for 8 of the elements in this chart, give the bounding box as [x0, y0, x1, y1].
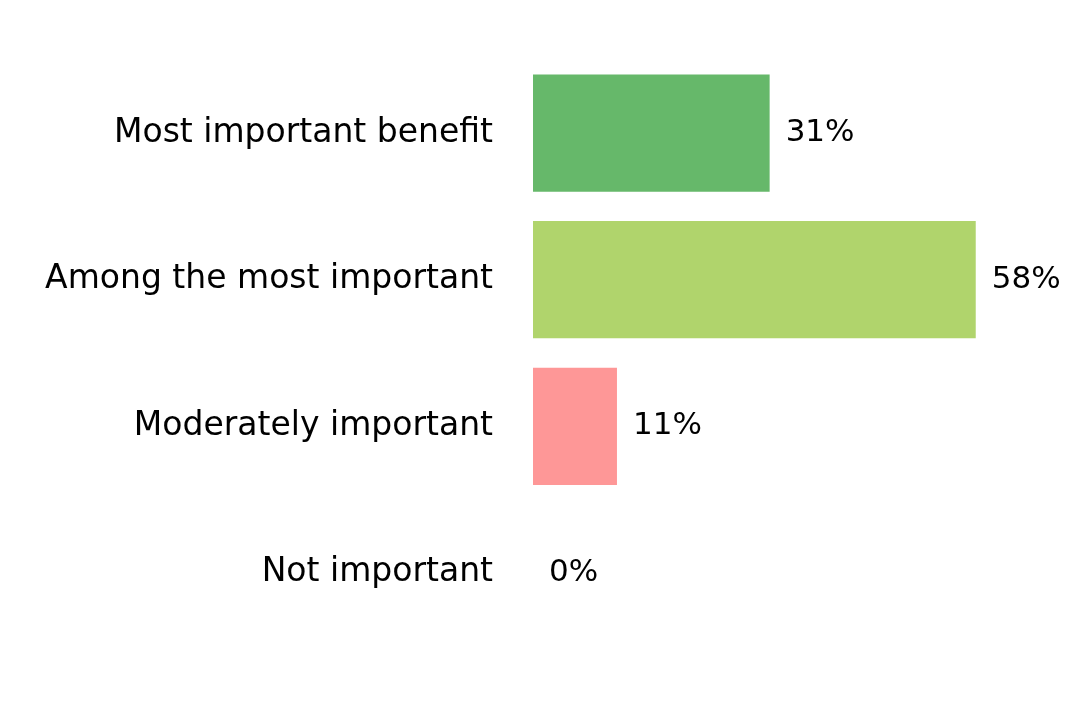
data-label: 31%	[785, 112, 855, 149]
y-tick-label: Among the most important	[45, 257, 494, 297]
data-label: 0%	[549, 551, 599, 588]
data-label: 58%	[991, 258, 1061, 295]
y-tick-label: Not important	[261, 550, 494, 590]
data-label: 11%	[632, 405, 702, 442]
y-tick-label: Moderately important	[133, 403, 494, 443]
y-tick-label: Most important benefit	[113, 110, 494, 150]
